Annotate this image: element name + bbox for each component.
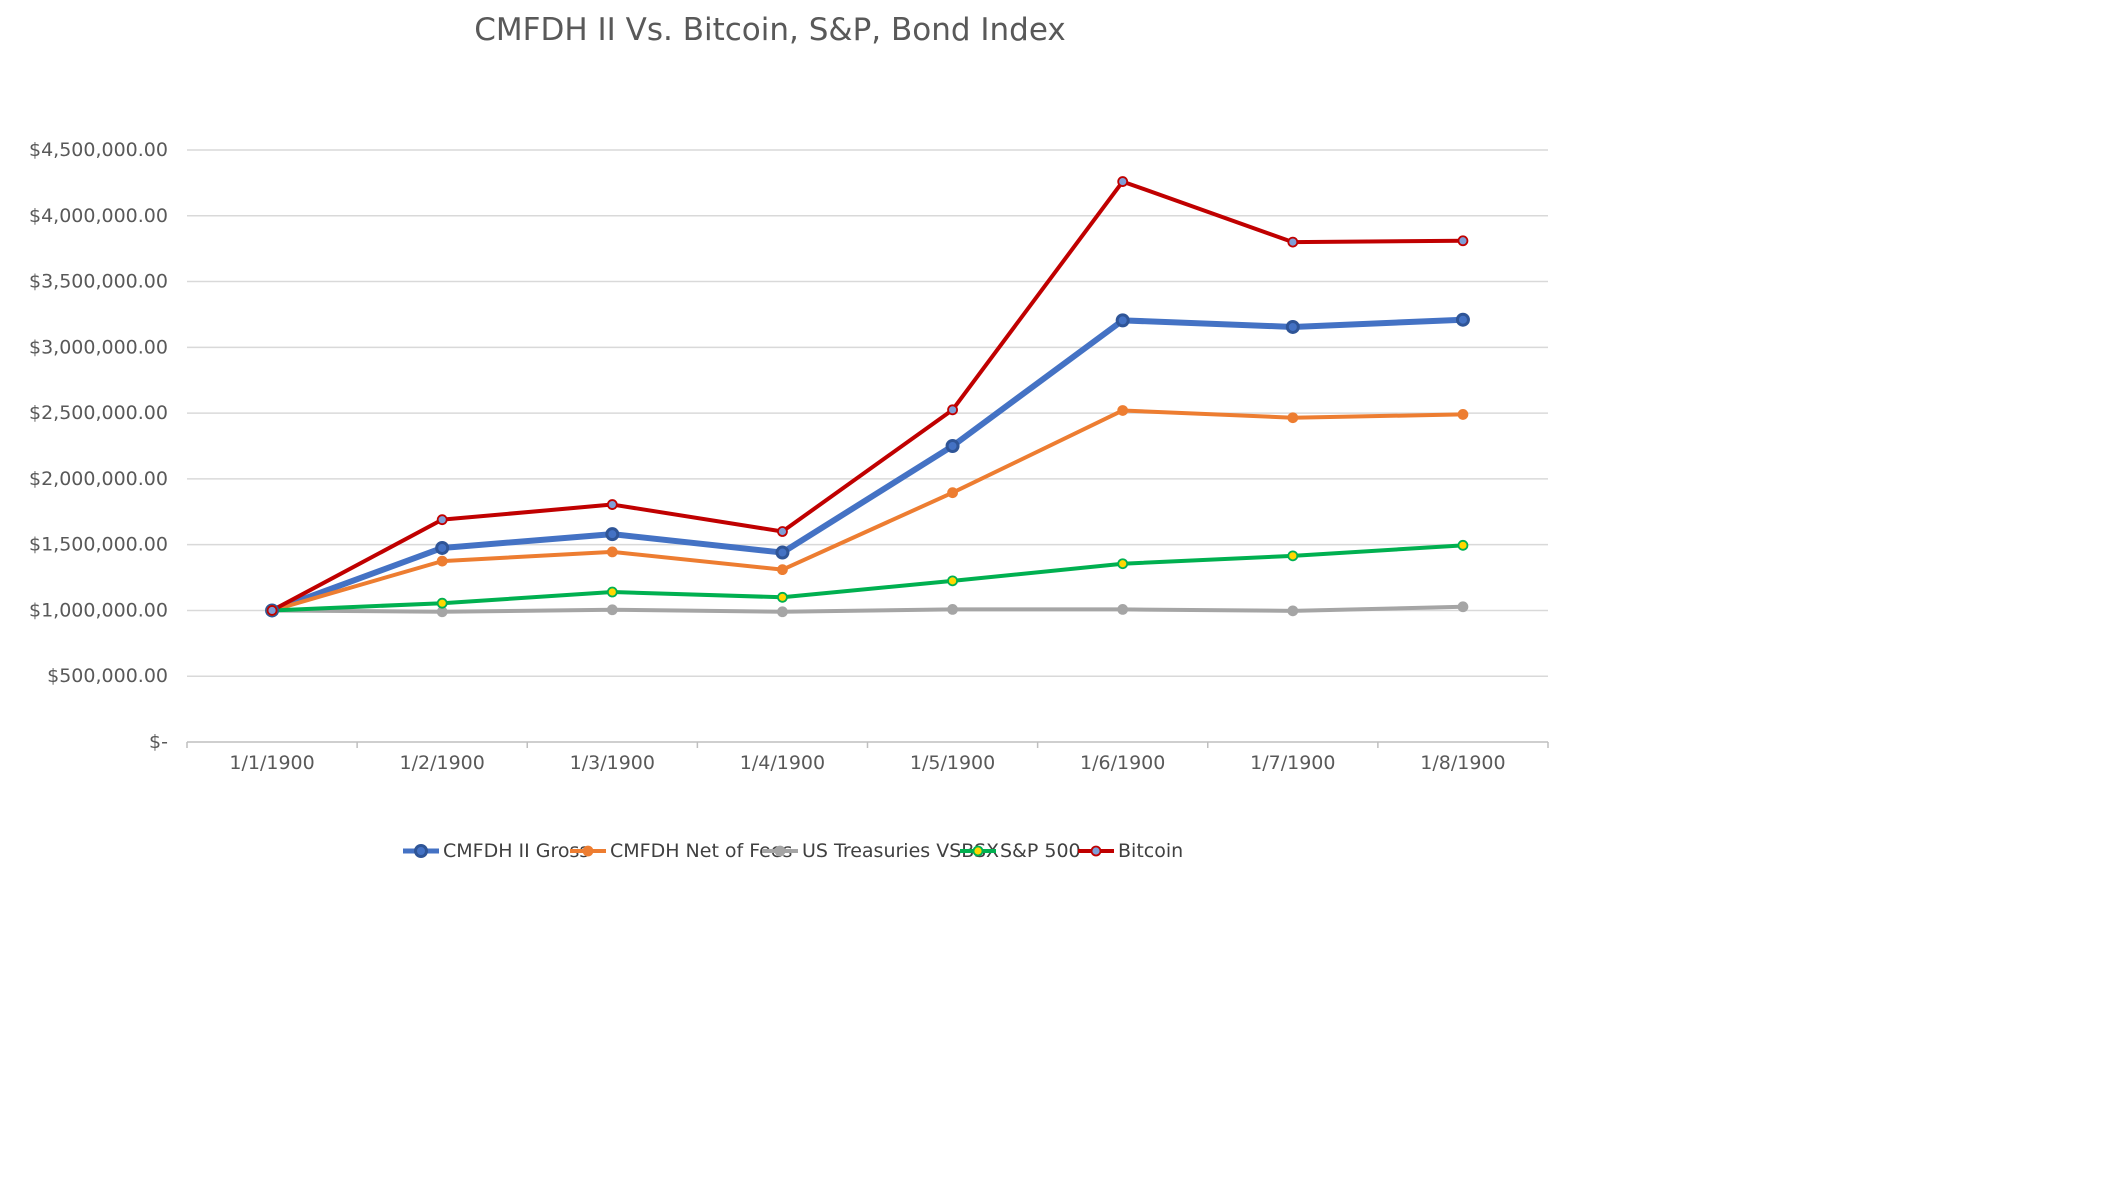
data-point xyxy=(1457,409,1469,420)
data-point xyxy=(1117,603,1129,615)
y-tick-label: $2,500,000.00 xyxy=(29,402,168,424)
data-point xyxy=(1455,312,1470,327)
series-lines xyxy=(265,176,1470,618)
data-point xyxy=(1117,176,1129,187)
x-tick-label: 1/5/1900 xyxy=(910,752,995,774)
data-point xyxy=(1287,236,1299,248)
data-point xyxy=(436,555,448,567)
data-point xyxy=(605,527,620,542)
x-tick-label: 1/3/1900 xyxy=(570,752,655,774)
data-point xyxy=(436,514,448,526)
data-point xyxy=(777,606,788,618)
legend: CMFDH II Gross CMFDH Net of Fees US Treasu… xyxy=(403,840,1183,862)
data-point xyxy=(1287,605,1299,617)
series-line-s-p-500 xyxy=(270,543,1465,613)
data-point xyxy=(777,591,788,603)
data-point xyxy=(777,526,788,537)
data-point xyxy=(436,606,448,618)
data-point xyxy=(1115,313,1130,328)
data-point xyxy=(1457,601,1469,613)
x-tick-label: 1/1/1900 xyxy=(229,752,314,774)
data-point xyxy=(1287,550,1299,562)
x-tick-label: 1/2/1900 xyxy=(400,752,485,774)
legend-swatch-marker xyxy=(1090,845,1102,857)
series-line-us-treasuries-vsbsx xyxy=(270,604,1465,614)
data-point xyxy=(606,586,618,598)
y-tick-label: $1,000,000.00 xyxy=(29,599,168,621)
data-point xyxy=(947,404,958,416)
data-point xyxy=(947,487,958,499)
y-tick-label: $1,500,000.00 xyxy=(29,534,168,556)
y-tick-label: $3,000,000.00 xyxy=(29,336,168,358)
x-tick-label: 1/7/1900 xyxy=(1250,752,1335,774)
legend-swatch-marker xyxy=(414,844,428,858)
legend-swatch-marker xyxy=(582,845,594,857)
data-point xyxy=(1287,412,1299,424)
series-line-cmfdh-ii-gross xyxy=(269,316,1466,614)
legend-label: CMFDH Net of Fees xyxy=(610,840,792,862)
x-tick-label: 1/8/1900 xyxy=(1420,752,1505,774)
legend-swatch-marker xyxy=(972,845,984,857)
y-tick-label: $- xyxy=(149,731,168,753)
data-point xyxy=(1117,558,1129,570)
x-tick-label: 1/6/1900 xyxy=(1080,752,1165,774)
gridlines xyxy=(187,149,1548,677)
data-point xyxy=(945,439,960,453)
legend-label: US Treasuries VSBSX xyxy=(802,840,999,862)
axes: $- $500,000.00 $1,000,000.00 $1,500,000.00 $… xyxy=(29,139,1549,774)
chart-title: CMFDH II Vs. Bitcoin, S&P, Bond Index xyxy=(474,12,1065,48)
series-line-cmfdh-net-of-fees xyxy=(270,408,1465,613)
y-tick-label: $2,000,000.00 xyxy=(29,468,168,490)
y-tick-label: $3,500,000.00 xyxy=(29,271,168,293)
data-point xyxy=(266,605,278,616)
data-point xyxy=(435,540,450,555)
y-tick-label: $4,000,000.00 xyxy=(29,205,168,227)
y-tick-label: $4,500,000.00 xyxy=(29,139,168,161)
data-point xyxy=(1457,539,1469,551)
data-point xyxy=(1285,319,1300,334)
data-point xyxy=(947,575,958,587)
series-line-bitcoin xyxy=(270,179,1465,613)
data-point xyxy=(606,499,618,510)
data-point xyxy=(606,546,618,558)
legend-label: Bitcoin xyxy=(1118,840,1183,862)
data-point xyxy=(777,564,788,576)
legend-label: S&P 500 xyxy=(1000,840,1081,862)
y-tick-label: $500,000.00 xyxy=(47,665,168,687)
data-point xyxy=(775,545,790,560)
data-point xyxy=(947,603,958,615)
data-point xyxy=(436,597,448,609)
data-point xyxy=(1117,405,1129,416)
data-point xyxy=(1457,235,1469,247)
x-tick-label: 1/4/1900 xyxy=(740,752,825,774)
legend-swatch-marker xyxy=(774,845,786,857)
legend-label: CMFDH II Gross xyxy=(443,840,589,862)
data-point xyxy=(606,604,618,616)
